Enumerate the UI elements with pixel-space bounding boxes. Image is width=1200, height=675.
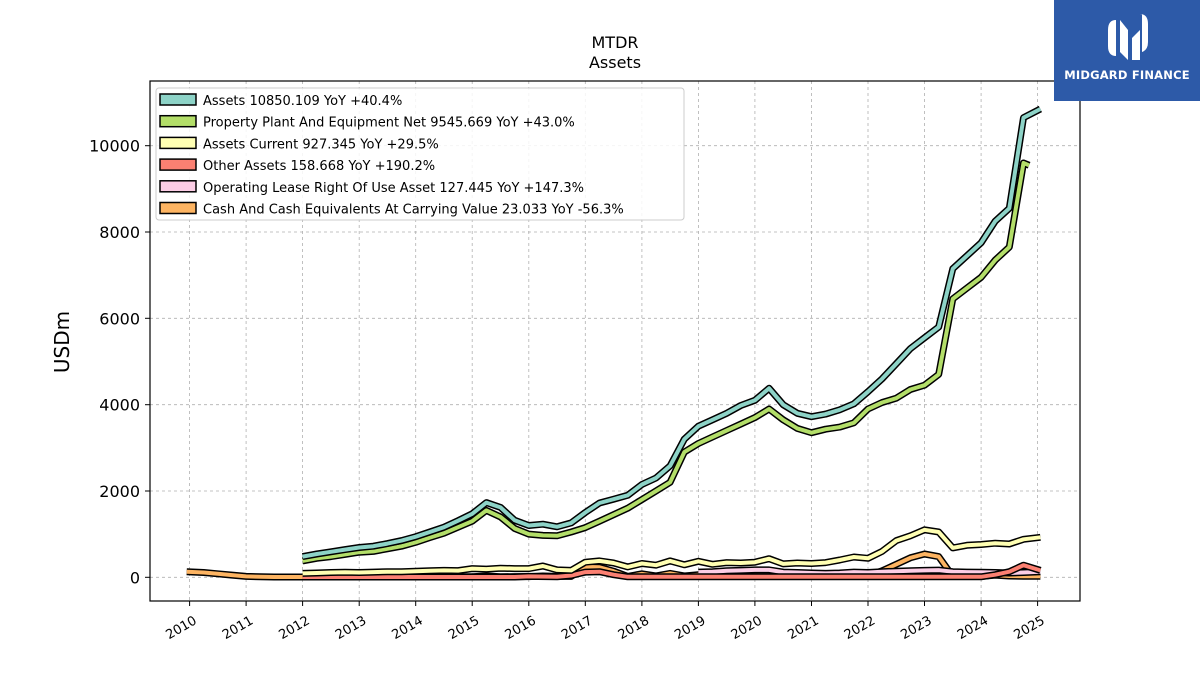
y-tick-label: 0 — [130, 568, 140, 587]
series-line-operating-lease-right-of-use-asset — [698, 567, 1041, 576]
legend-entry: Operating Lease Right Of Use Asset 127.4… — [203, 181, 584, 196]
brand-name: MIDGARD FINANCE — [1064, 68, 1190, 82]
chart-subtitle: Assets — [589, 53, 641, 72]
legend-entry: Other Assets 158.668 YoY +190.2% — [203, 159, 435, 174]
legend-entry: Assets 10850.109 YoY +40.4% — [203, 94, 402, 109]
legend-swatch — [159, 180, 197, 193]
x-tick-label: 2021 — [785, 613, 821, 643]
midgard-finance-logo-icon — [1108, 14, 1148, 60]
x-tick-label: 2023 — [898, 613, 934, 643]
x-tick-label: 2022 — [842, 613, 878, 643]
x-tick-label: 2017 — [559, 613, 595, 643]
x-tick-label: 2012 — [276, 613, 312, 643]
series-outline-property-plant-and-equipment-net — [301, 159, 1031, 565]
x-tick-label: 2024 — [955, 613, 991, 643]
x-tick-label: 2013 — [333, 613, 369, 643]
x-tick-label: 2014 — [390, 613, 426, 643]
x-tick-label: 2010 — [163, 613, 199, 643]
legend-swatch — [159, 93, 197, 106]
y-tick-label: 10000 — [89, 137, 140, 156]
legend-swatch — [159, 136, 197, 150]
series-line-assets-current — [302, 527, 1041, 576]
legend-box — [155, 87, 685, 221]
series-line-assets — [302, 107, 1042, 559]
legend-entry: Cash And Cash Equivalents At Carrying Va… — [203, 203, 624, 218]
series-line-other-assets — [302, 563, 1041, 579]
y-axis-label: USDm — [50, 311, 74, 373]
legend-swatch — [159, 201, 197, 215]
legend-swatch — [159, 158, 197, 171]
brand-logo: MIDGARD FINANCE — [1054, 0, 1200, 101]
series-line-property-plant-and-equipment-net — [302, 161, 1030, 563]
plot-frame — [149, 80, 1081, 602]
y-tick-label: 2000 — [99, 482, 140, 501]
x-tick-label: 2016 — [503, 613, 539, 643]
y-tick-label: 4000 — [99, 396, 140, 415]
legend-swatch — [159, 114, 197, 128]
x-tick-label: 2015 — [446, 613, 482, 643]
legend: Assets 10850.109 YoY +40.4% Property Plan… — [155, 87, 685, 221]
x-tick-label: 2025 — [1011, 613, 1047, 643]
x-tick-label: 2011 — [220, 613, 256, 643]
series-layer — [186, 105, 1043, 581]
legend-entry: Assets Current 927.345 YoY +29.5% — [203, 137, 439, 152]
x-tick-label: 2018 — [616, 613, 652, 643]
x-tick-label: 2019 — [672, 613, 708, 643]
legend-entry: Property Plant And Equipment Net 9545.66… — [203, 116, 575, 131]
chart-title: MTDR — [591, 33, 638, 52]
y-tick-label: 6000 — [99, 309, 140, 328]
y-tick-label: 8000 — [99, 223, 140, 242]
x-tick-label: 2020 — [729, 613, 765, 643]
